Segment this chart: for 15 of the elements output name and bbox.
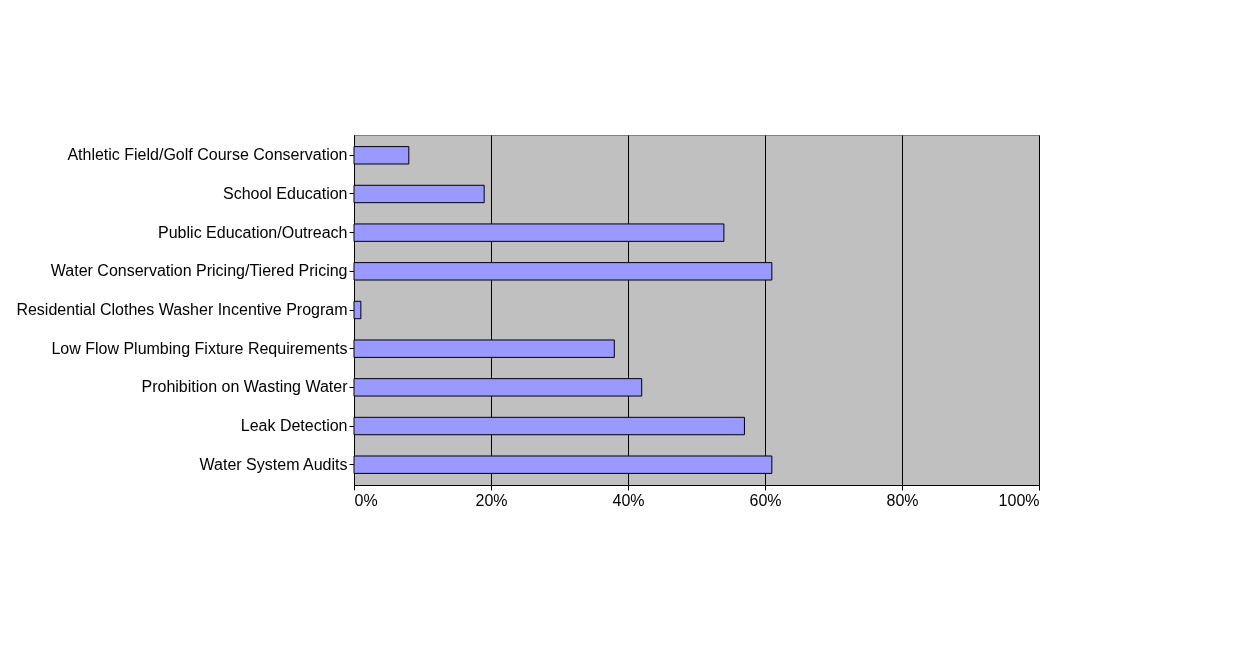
x-tick-label: 40% bbox=[612, 491, 645, 509]
y-tick-label: Low Flow Plumbing Fixture Requirements bbox=[51, 339, 348, 357]
y-tick-label: Residential Clothes Washer Incentive Program bbox=[16, 301, 348, 318]
x-tick-label: 20% bbox=[475, 491, 508, 509]
y-tick-label: School Education bbox=[222, 184, 348, 202]
x-tick-label: 60% bbox=[749, 491, 782, 509]
y-tick-label: Water Conservation Pricing/Tiered Pricing bbox=[50, 262, 348, 280]
y-tick-label: Athletic Field/Golf Course Conservation bbox=[67, 146, 348, 164]
y-tick-label: Prohibition on Wasting Water bbox=[141, 378, 349, 396]
y-tick-label: Public Education/Outreach bbox=[158, 223, 348, 241]
x-tick-label: 100% bbox=[998, 491, 1040, 509]
x-tick-label: 0% bbox=[354, 491, 378, 509]
x-tick-label: 80% bbox=[886, 491, 919, 509]
y-tick-label: Leak Detection bbox=[240, 417, 348, 435]
y-tick-label: Water System Audits bbox=[199, 455, 348, 473]
